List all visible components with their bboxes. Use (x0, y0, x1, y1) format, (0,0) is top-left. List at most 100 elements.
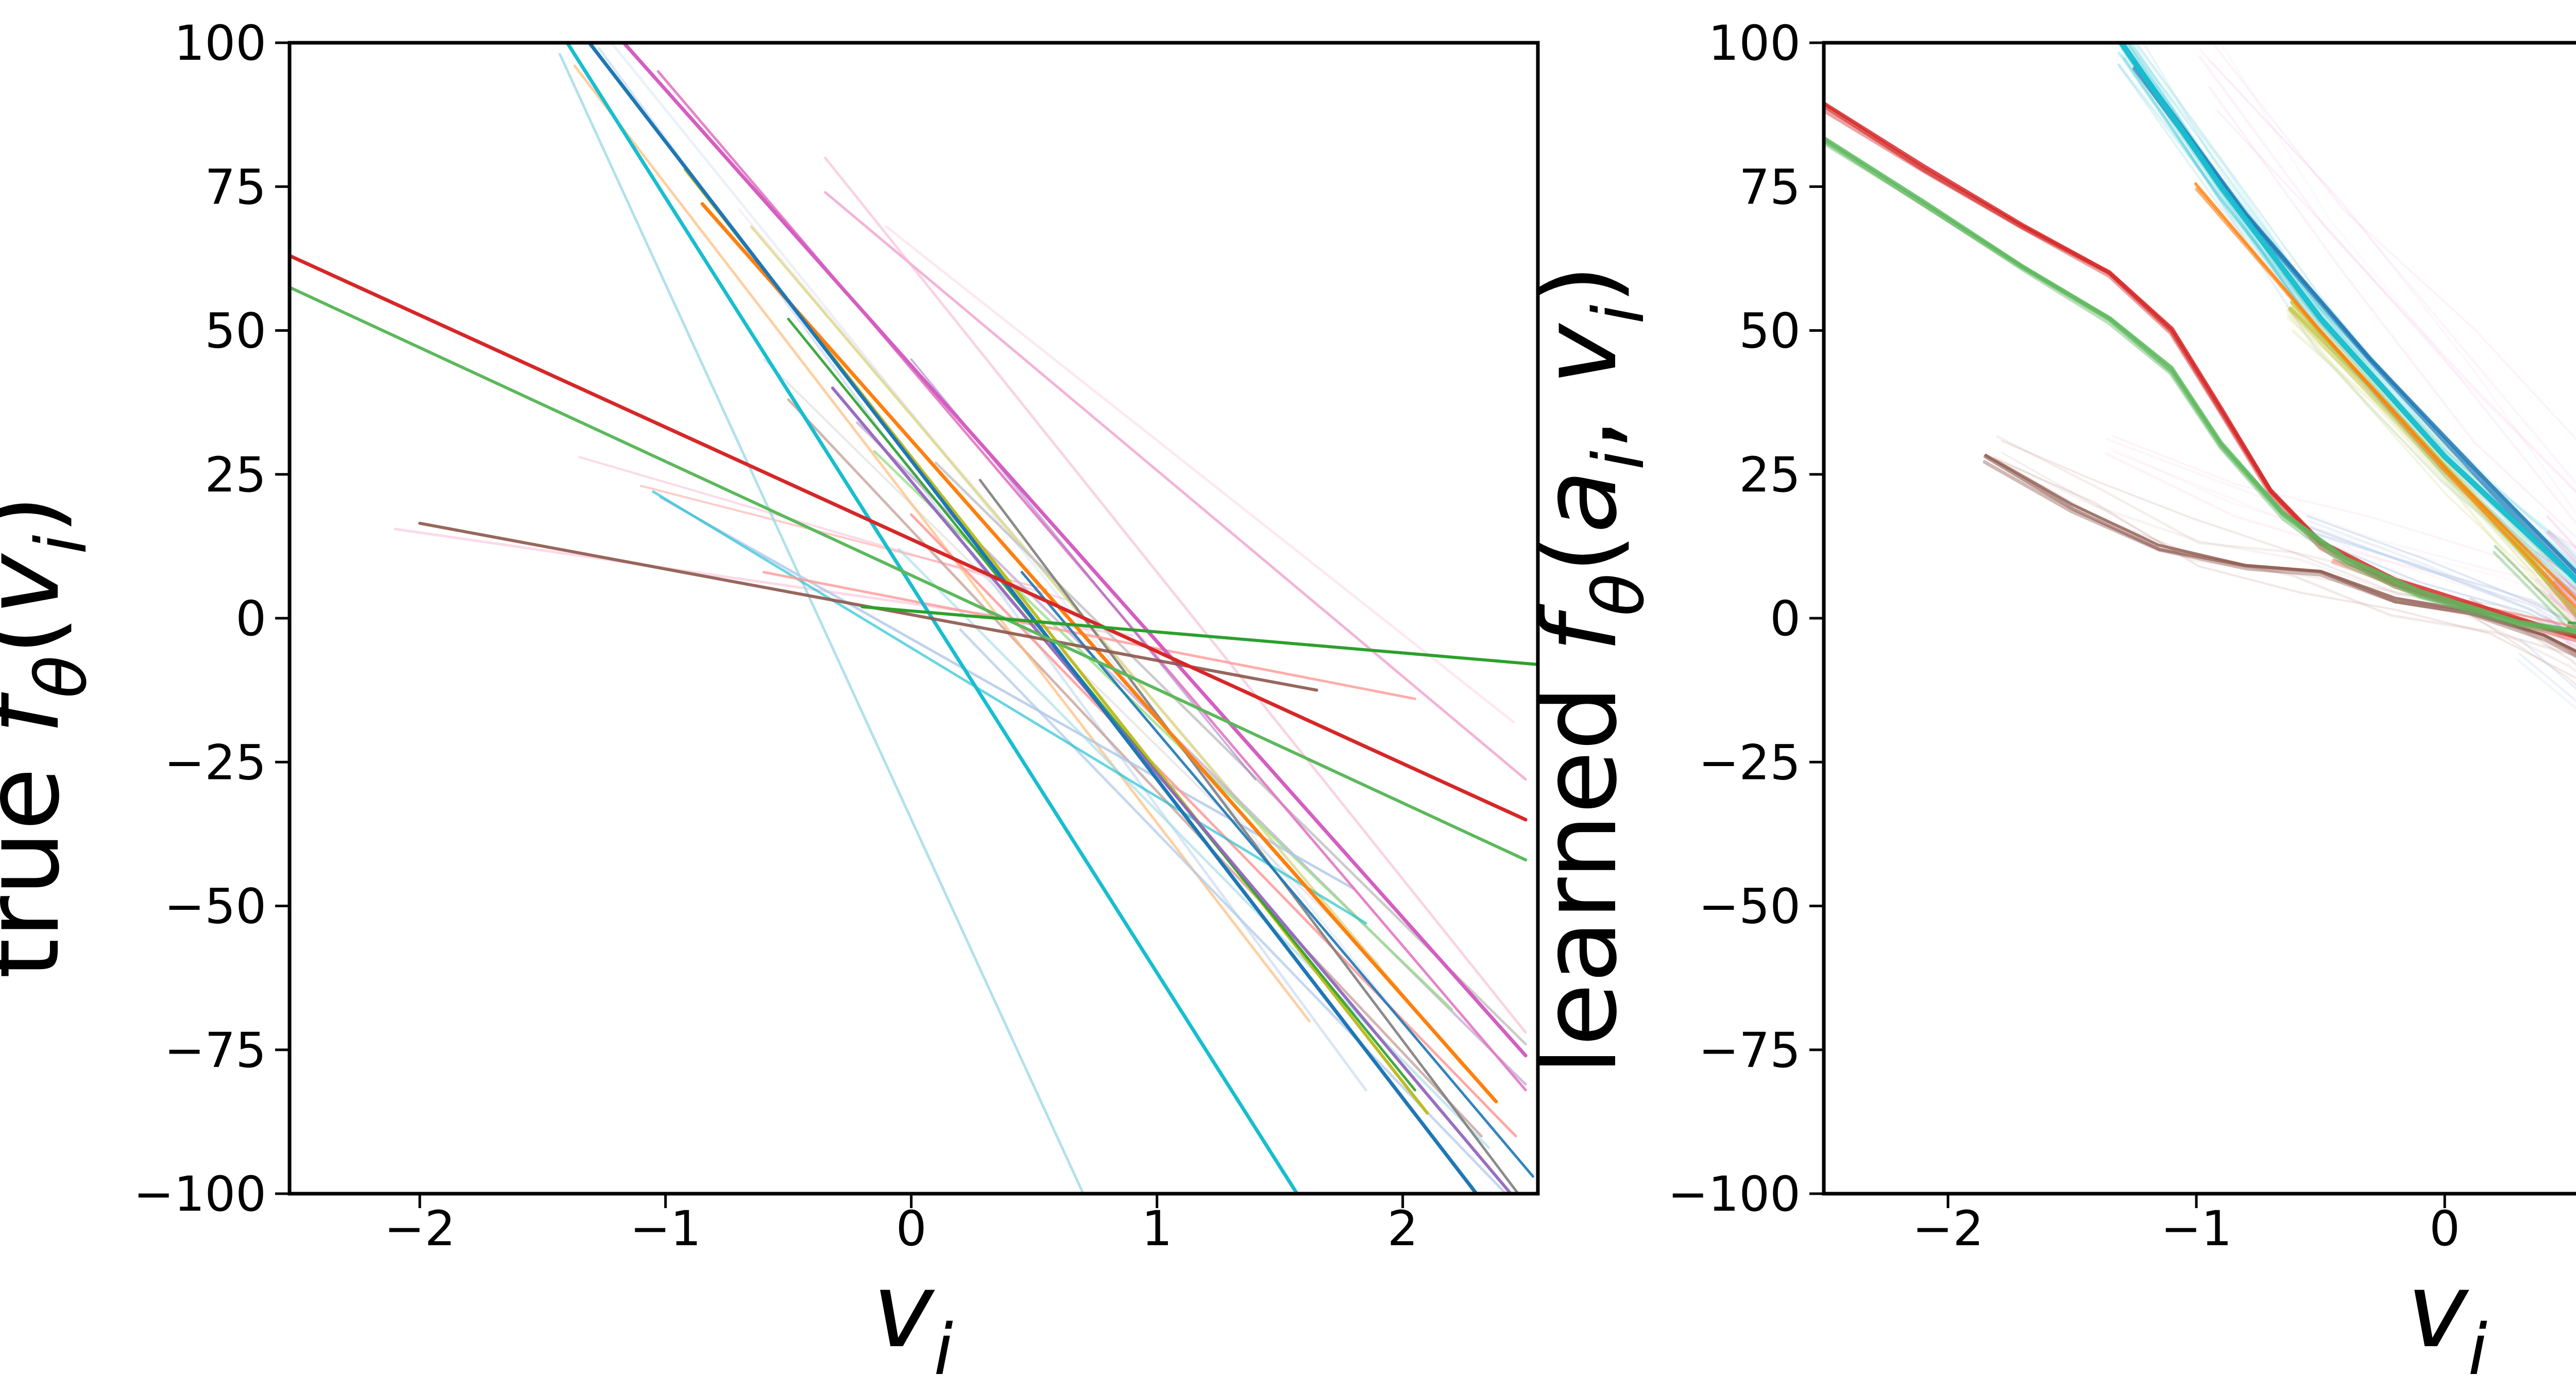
series-strand (2309, 520, 2576, 637)
series-strand (824, 191, 1527, 781)
x-tick-label: 0 (2429, 1201, 2460, 1257)
series-strand (573, 64, 1311, 1023)
line-series-blue (587, 43, 1479, 1194)
y-axis-label: true fθ(vi) (0, 495, 103, 979)
line-series-red-outlier (290, 253, 1528, 822)
series-strand (558, 53, 1085, 1194)
y-tick-label: −50 (1699, 879, 1801, 935)
x-tick-label: −2 (384, 1201, 456, 1257)
y-axis-label: learned fθ(ai, vi) (1520, 264, 1660, 1075)
series-strand (622, 43, 1528, 1058)
x-tick-label: 2 (1387, 1201, 1418, 1257)
line-series-teal-core (2119, 43, 2576, 584)
line-series-orange-strand (2194, 182, 2576, 609)
line-series-blue-core (2132, 59, 2576, 582)
y-tick-label: 0 (235, 591, 266, 647)
line-series-brown-core (1982, 453, 2576, 658)
series-strand (2134, 43, 2576, 555)
y-tick-label: −25 (164, 735, 266, 791)
line-series-gray (978, 479, 1520, 1194)
line-series-orchid (622, 43, 1528, 1058)
x-tick-label: −1 (630, 1201, 701, 1257)
series-strand (2195, 187, 2576, 609)
y-tick-label: −25 (1699, 735, 1801, 791)
line-series-pink-med (824, 191, 1527, 781)
series-strand (1984, 453, 2576, 653)
line-series-skyblue-cluster (2305, 515, 2576, 638)
series-strand (1992, 455, 2576, 647)
series-strand (978, 479, 1520, 1194)
series-strand (750, 225, 1466, 1068)
series-strand (1982, 460, 2576, 658)
series-strand (2121, 48, 2576, 589)
line-series-pale-cyan-low (897, 548, 1490, 1149)
line-series-green-flat (860, 605, 1537, 666)
y-tick-label: −50 (164, 879, 266, 935)
right-plot: −2−10121007550250−25−50−75−100vilearned … (1520, 15, 2576, 1391)
line-series-light-orange (573, 64, 1311, 1023)
line-series-green-core (1824, 135, 2576, 636)
series-strand (2219, 43, 2576, 495)
series-strand (1020, 571, 1534, 1178)
line-series-tan (787, 398, 1483, 1138)
x-tick-label: −1 (2161, 1201, 2232, 1257)
x-axis: −2 −1 0 1 2 (384, 1194, 1418, 1257)
series-strand (762, 571, 1416, 700)
series-strand (2208, 86, 2576, 539)
series-strand (824, 156, 1527, 1034)
line-series-blue-2 (1020, 571, 1534, 1178)
line-series-purple (831, 386, 1513, 1194)
x-axis-label: vi (2407, 1251, 2487, 1391)
series-strand (700, 202, 1498, 1104)
series-strand (1993, 457, 2576, 680)
line-series-salmon-shallow (762, 571, 1416, 700)
line-series-pink-faint-upper (2198, 43, 2576, 539)
series-strand (2292, 306, 2576, 627)
series-strand (1824, 138, 2576, 634)
series-strand (2305, 524, 2576, 626)
series-strand (2111, 435, 2576, 591)
y-tick-label: 0 (1770, 591, 1801, 647)
y-tick-label: 100 (174, 15, 266, 72)
series-strand (2211, 43, 2576, 440)
x-tick-label: 1 (1142, 1201, 1173, 1257)
line-series-pale-pink-shallow (394, 528, 1134, 637)
series-strand (2216, 109, 2576, 525)
series-strand (578, 456, 1072, 602)
series-strand (2208, 59, 2576, 515)
series-strand (2119, 43, 2576, 584)
y-tick-label: 50 (1739, 303, 1801, 360)
x-axis-label: vi (873, 1251, 953, 1391)
y-tick-label: 75 (205, 159, 266, 215)
line-series-green-outlier (290, 285, 1528, 862)
series-strand (2305, 529, 2576, 638)
plot-area (1824, 43, 2576, 710)
series-strand (2469, 613, 2576, 686)
line-series-cyan-mid (652, 490, 1367, 925)
series-strand (652, 490, 1367, 925)
y-tick-label: −100 (1668, 1166, 1801, 1223)
series-strand (2307, 526, 2576, 633)
line-series-pink-med-faint (885, 225, 1515, 723)
series-strand (2286, 313, 2576, 631)
series-strand (2001, 440, 2576, 637)
series-strand (1984, 454, 2576, 654)
series-strand (885, 225, 1515, 723)
series-strand (1824, 140, 2576, 636)
series-strand (290, 285, 1528, 862)
series-strand (2120, 46, 2576, 591)
series-strand (2309, 536, 2576, 638)
line-series-light-cyan-steep (558, 53, 1085, 1194)
series-strand (1996, 459, 2576, 657)
series-strand (2466, 614, 2576, 673)
series-strand (787, 398, 1483, 1138)
series-strand (2292, 330, 2576, 634)
series-strand (2198, 55, 2576, 493)
series-strand (2108, 446, 2576, 603)
series-strand (394, 528, 1134, 637)
y-tick-label: 100 (1708, 15, 1801, 72)
series-strand (587, 43, 1479, 1194)
series-strand (640, 485, 1048, 591)
